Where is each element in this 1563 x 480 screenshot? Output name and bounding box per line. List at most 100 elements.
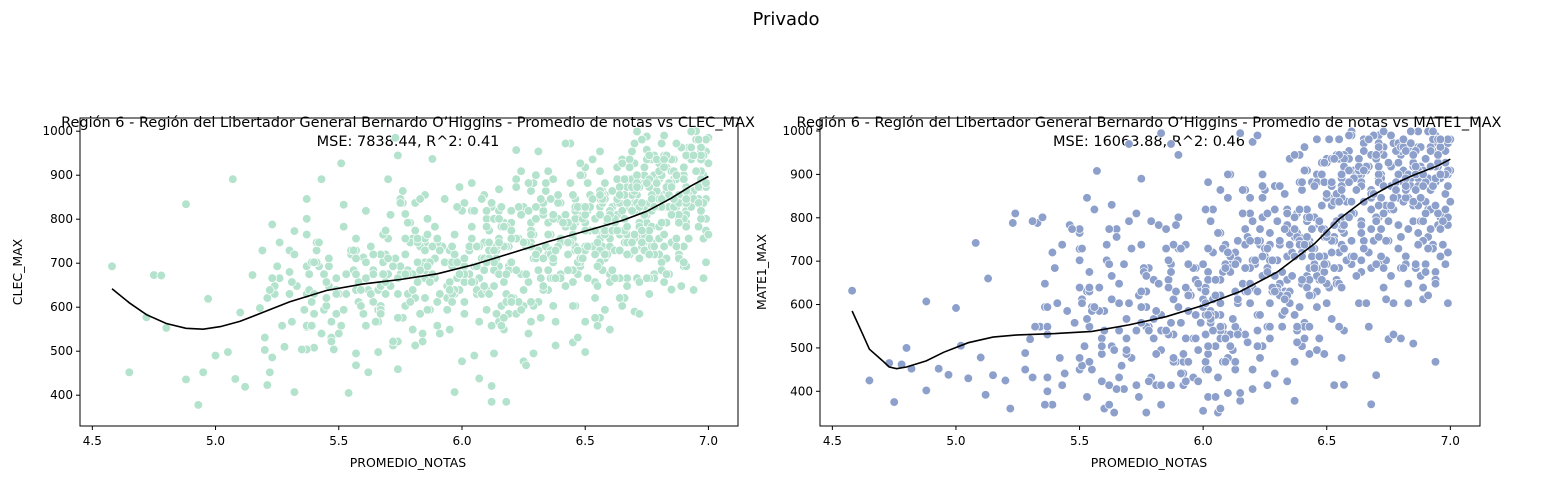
scatter-point (267, 352, 277, 363)
scatter-point (656, 257, 667, 267)
scatter-point (311, 245, 322, 256)
scatter-point (1262, 243, 1273, 254)
scatter-point (1168, 240, 1179, 250)
scatter-point (432, 297, 442, 307)
scatter-point (592, 237, 603, 248)
scatter-point (528, 348, 539, 359)
scatter-point (1107, 200, 1117, 210)
scatter-point (1173, 302, 1184, 312)
scatter-point (1247, 216, 1258, 226)
scatter-point (1104, 224, 1114, 234)
scatter-point (1319, 349, 1329, 359)
scatter-point (1396, 333, 1406, 344)
y-axis-label: CLEC_MAX (10, 238, 25, 305)
y-ticks: 400 500 600 700 800 900 1000 (782, 124, 820, 398)
scatter-point (541, 186, 551, 196)
scatter-point (1149, 333, 1159, 344)
scatter-point (1381, 294, 1391, 304)
scatter-point (467, 178, 477, 188)
scatter-point (489, 281, 499, 291)
scatter-point (316, 328, 327, 339)
y-tick-label: 1000 (782, 124, 813, 138)
scatter-point (351, 348, 361, 359)
scatter-point (341, 289, 351, 299)
scatter-point (415, 265, 425, 275)
scatter-point (1191, 333, 1201, 344)
scatter-point (321, 277, 332, 287)
scatter-point (1025, 334, 1035, 344)
scatter-point (479, 265, 489, 275)
scatter-point (321, 301, 332, 311)
scatter-point (1163, 255, 1174, 265)
scatter-point (1074, 353, 1085, 363)
scatter-point (1252, 341, 1263, 351)
scatter-point (1420, 208, 1431, 219)
scatter-point (1171, 220, 1181, 230)
scatter-point (1124, 298, 1134, 308)
scatter-point (1134, 392, 1144, 402)
scatter-point (1289, 396, 1300, 406)
scatter-point (388, 336, 398, 347)
scatter-point (494, 184, 504, 194)
scatter-point (1168, 294, 1179, 304)
scatter-point (1374, 142, 1384, 152)
scatter-point (543, 166, 553, 176)
scatter-point (1430, 357, 1441, 367)
scatter-point (358, 309, 369, 319)
y-tick-label: 600 (790, 298, 813, 312)
scatter-point (1438, 216, 1448, 226)
scatter-point (1349, 251, 1359, 262)
scatter-point (693, 222, 704, 232)
scatter-point (1252, 286, 1263, 297)
scatter-point (469, 206, 479, 216)
scatter-points (847, 126, 1455, 418)
scatter-point (1386, 271, 1396, 281)
scatter-point (1121, 345, 1132, 355)
scatter-point (1215, 185, 1226, 195)
scatter-point (1430, 200, 1441, 211)
scatter-point (590, 249, 600, 260)
scatter-point (1200, 286, 1211, 297)
scatter-point (1136, 286, 1146, 297)
scatter-point (864, 375, 875, 386)
scatter-point (632, 126, 642, 137)
scatter-point (546, 194, 556, 204)
scatter-point (415, 309, 425, 319)
scatter-point (481, 222, 492, 232)
scatter-point (1297, 177, 1307, 187)
scatter-point (1443, 247, 1453, 258)
scatter-point (422, 214, 433, 224)
scatter-point (1440, 259, 1451, 269)
scatter-point (1396, 232, 1406, 242)
scatter-point (1297, 275, 1307, 285)
scatter-point (1299, 142, 1310, 152)
scatter-point (1430, 267, 1441, 277)
scatter-point (1366, 399, 1376, 409)
scatter-point (496, 202, 507, 212)
scatter-point (452, 202, 462, 212)
x-tick-label: 6.5 (1317, 434, 1336, 448)
scatter-point (1020, 348, 1030, 358)
scatter-point (440, 194, 450, 204)
scatter-point (1154, 279, 1164, 289)
x-ticks: 4.5 5.0 5.5 6.0 6.5 7.0 (823, 426, 1460, 448)
scatter-point (526, 297, 536, 307)
scatter-point (1403, 224, 1413, 234)
scatter-point (1114, 279, 1124, 289)
scatter-point (1336, 282, 1347, 293)
scatter-point (398, 186, 408, 196)
scatter-point (469, 350, 479, 361)
scatter-point (1060, 368, 1070, 379)
scatter-point (432, 321, 442, 331)
scatter-point (1388, 298, 1399, 308)
scatter-point (499, 277, 509, 287)
scatter-point (307, 321, 317, 331)
scatter-point (1408, 197, 1418, 207)
scatter-point (1309, 263, 1320, 273)
scatter-point (324, 261, 334, 271)
scatter-point (408, 324, 418, 335)
scatter-point (1168, 353, 1179, 363)
scatter-point (587, 154, 598, 165)
scatter-point (289, 226, 300, 236)
scatter-point (309, 257, 319, 267)
